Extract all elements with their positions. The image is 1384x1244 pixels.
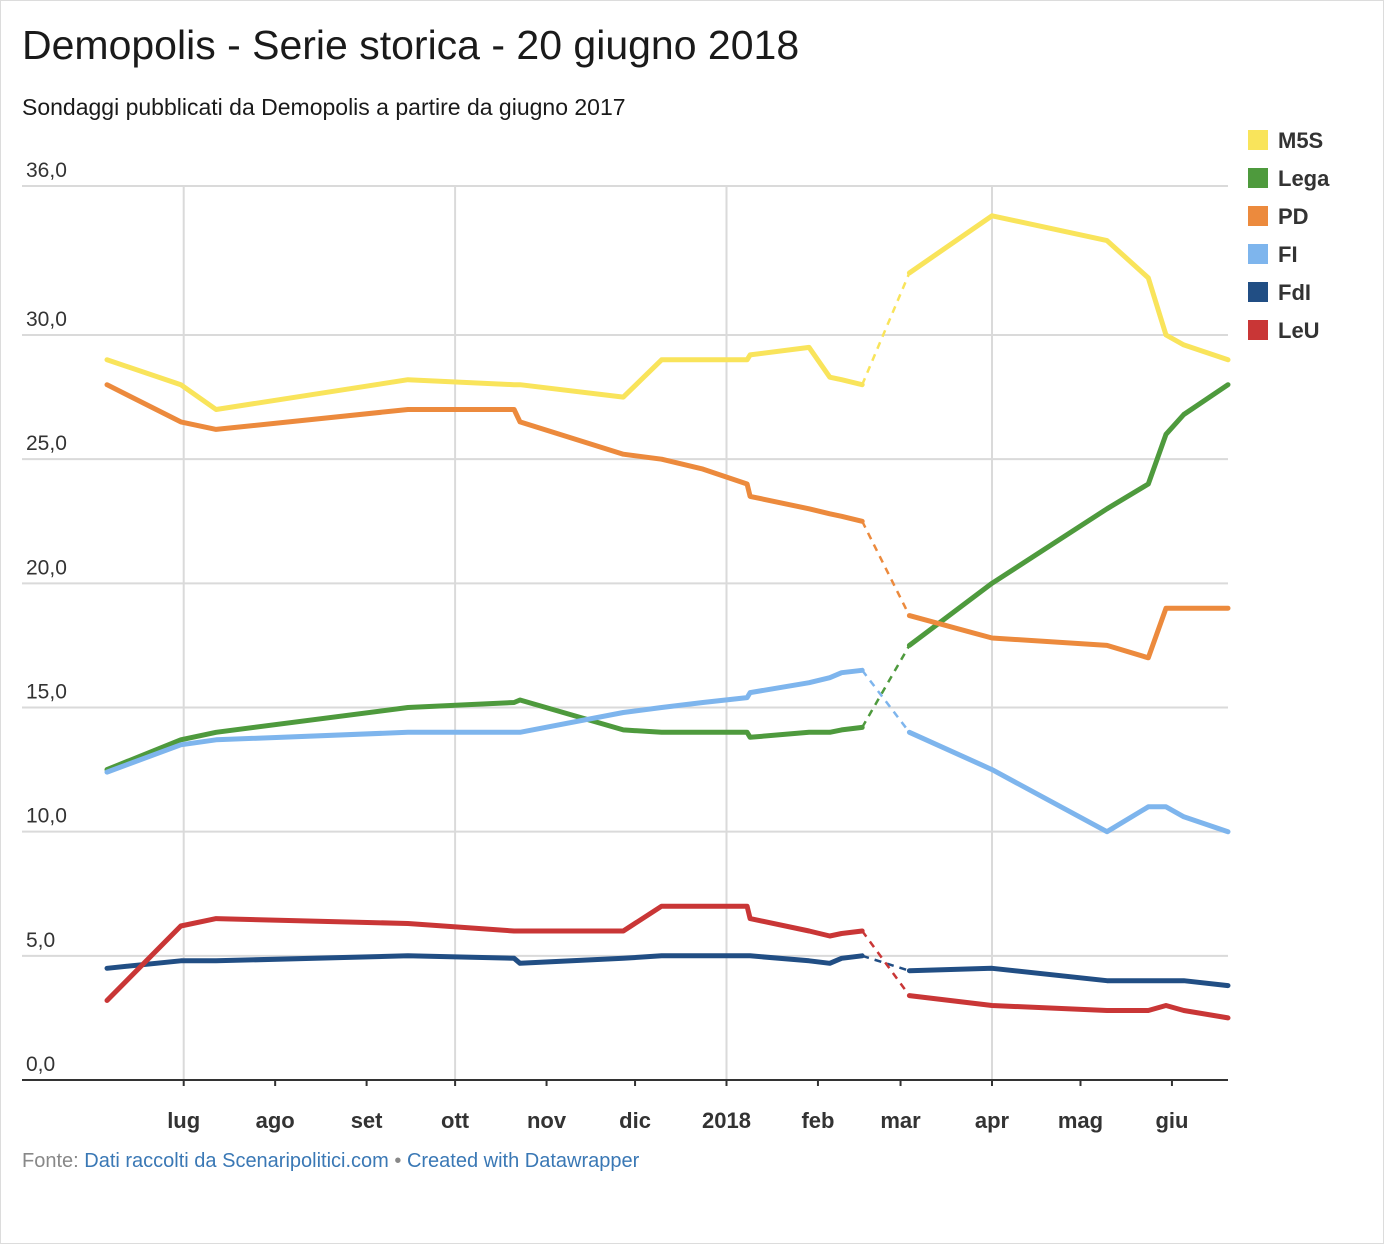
x-tick-label: ago [256, 1108, 295, 1133]
legend-label-lega: Lega [1278, 166, 1330, 191]
x-tick-label: ott [441, 1108, 470, 1133]
x-tick-label: feb [801, 1108, 834, 1133]
footer-separator: • [388, 1150, 407, 1172]
series-line-leu-2 [906, 993, 1231, 1021]
x-tick-label: mag [1058, 1108, 1103, 1133]
legend-swatch-lega [1248, 168, 1268, 188]
series-line-fi-2 [906, 729, 1231, 835]
y-tick-label: 25,0 [26, 432, 67, 455]
legend-label-fi: FI [1278, 242, 1298, 267]
series-line-fi [104, 667, 865, 775]
y-tick-label: 20,0 [26, 556, 67, 579]
footer-prefix: Fonte: [22, 1150, 85, 1172]
y-tick-label: 15,0 [26, 681, 67, 704]
legend-swatch-m5s [1248, 130, 1268, 150]
series-gap-lega [861, 644, 911, 728]
x-tick-label: nov [527, 1108, 567, 1133]
series-gap-leu [861, 930, 911, 997]
x-tick-label: set [351, 1108, 383, 1133]
y-tick-label: 36,0 [26, 159, 67, 182]
x-tick-label: apr [975, 1108, 1010, 1133]
series-gap-fi [861, 669, 911, 734]
x-axis-ticks: lug ago set ott nov dic 2018 feb mar apr mag giu [167, 1080, 1188, 1133]
source-link[interactable]: Dati raccolti da Scenaripolitici.com [84, 1150, 389, 1172]
y-tick-label: 5,0 [26, 929, 55, 952]
series-gap-fdi [861, 954, 910, 972]
series-layer [104, 213, 1231, 1021]
series-line-fdi-2 [906, 965, 1231, 989]
legend-label-fdi: FdI [1278, 280, 1311, 305]
footer: Fonte: Dati raccolti da Scenaripolitici.… [22, 1150, 639, 1173]
grid-layer [22, 185, 1228, 1080]
series-line-m5s [104, 344, 865, 412]
legend-label-pd: PD [1278, 204, 1309, 229]
legend-swatch-fdi [1248, 282, 1268, 302]
series-gap-pd [861, 520, 911, 617]
x-tick-label: giu [1155, 1108, 1188, 1133]
series-line-lega-2 [906, 382, 1231, 648]
x-tick-label: mar [880, 1108, 921, 1133]
legend-swatch-fi [1248, 244, 1268, 264]
y-tick-label: 30,0 [26, 308, 67, 331]
series-line-m5s-2 [906, 213, 1231, 363]
series-line-lega [104, 697, 865, 773]
x-tick-label: dic [619, 1108, 651, 1133]
series-line-pd-2 [906, 605, 1231, 661]
y-tick-label: 10,0 [26, 805, 67, 828]
legend-label-m5s: M5S [1278, 128, 1323, 153]
chart-title: Demopolis - Serie storica - 20 giugno 20… [22, 22, 800, 68]
datawrapper-link[interactable]: Created with Datawrapper [406, 1150, 640, 1172]
series-line-fdi [104, 953, 865, 971]
series-gap-m5s [861, 272, 911, 386]
legend-swatch-pd [1248, 206, 1268, 226]
legend-label-leu: LeU [1278, 318, 1320, 343]
x-tick-label: 2018 [702, 1108, 751, 1133]
y-axis-ticks: 0,0 5,0 10,0 15,0 20,0 25,0 30,0 36,0 [26, 159, 67, 1076]
legend-swatch-leu [1248, 320, 1268, 340]
y-tick-label: 0,0 [26, 1053, 55, 1076]
x-tick-label: lug [167, 1108, 200, 1133]
series-line-leu [104, 903, 865, 1003]
series-line-pd [104, 382, 865, 524]
chart-subtitle: Sondaggi pubblicati da Demopolis a parti… [22, 94, 626, 120]
legend: M5S Lega PD FI FdI LeU [1248, 128, 1330, 343]
